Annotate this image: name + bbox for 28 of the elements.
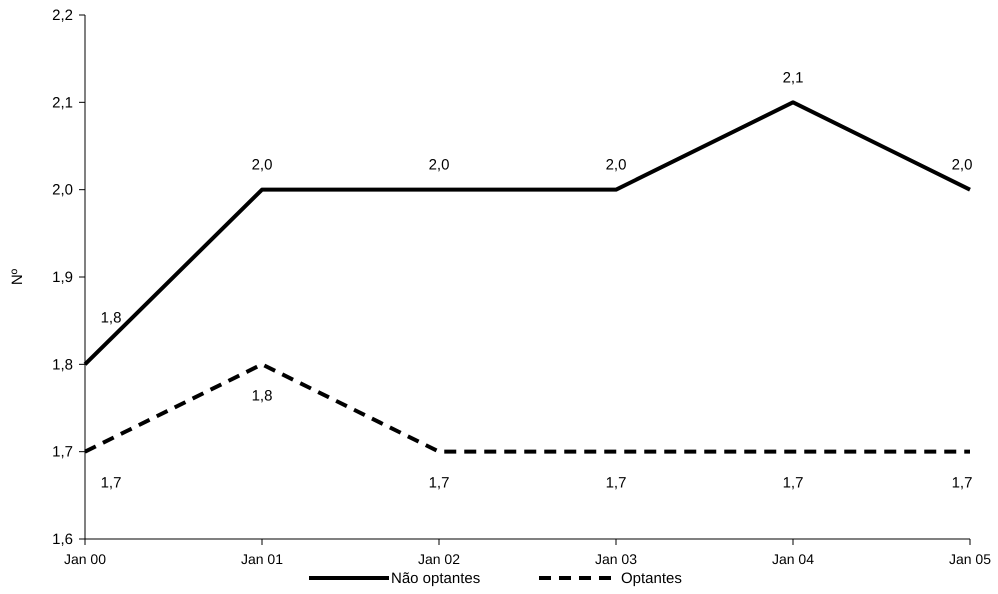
legend-label: Optantes	[621, 570, 682, 587]
y-tick-label: 2,0	[52, 182, 73, 199]
data-label: 1,7	[606, 474, 626, 492]
y-tick-label: 1,6	[52, 531, 73, 548]
x-tick-label: Jan 02	[418, 551, 460, 567]
x-tick-label: Jan 01	[240, 551, 284, 567]
data-label: 1,8	[252, 387, 272, 404]
x-tick-label: Jan 00	[64, 551, 106, 567]
data-label: 1,7	[428, 474, 450, 492]
y-tick-label: 1,8	[52, 356, 73, 374]
data-label: 1,8	[100, 309, 122, 326]
data-label: 1,7	[100, 474, 122, 492]
data-label: 2,0	[606, 156, 626, 174]
data-label: 2,0	[252, 156, 272, 174]
y-tick-label: 2,1	[52, 94, 73, 112]
data-label: 2,0	[952, 156, 972, 174]
legend-label: Não optantes	[391, 570, 480, 587]
y-axis-title: Nº	[9, 268, 26, 286]
y-tick-label: 1,9	[52, 269, 73, 286]
data-label: 2,1	[782, 69, 804, 86]
data-label: 1,7	[952, 474, 972, 492]
y-tick-label: 1,7	[52, 444, 73, 461]
data-label: 2,0	[428, 156, 450, 174]
x-tick-label: Jan 03	[594, 551, 638, 567]
x-tick-label: Jan 04	[772, 551, 814, 567]
x-tick-label: Jan 05	[948, 551, 992, 567]
data-label: 1,7	[782, 474, 804, 492]
y-tick-label: 2,2	[52, 7, 73, 24]
